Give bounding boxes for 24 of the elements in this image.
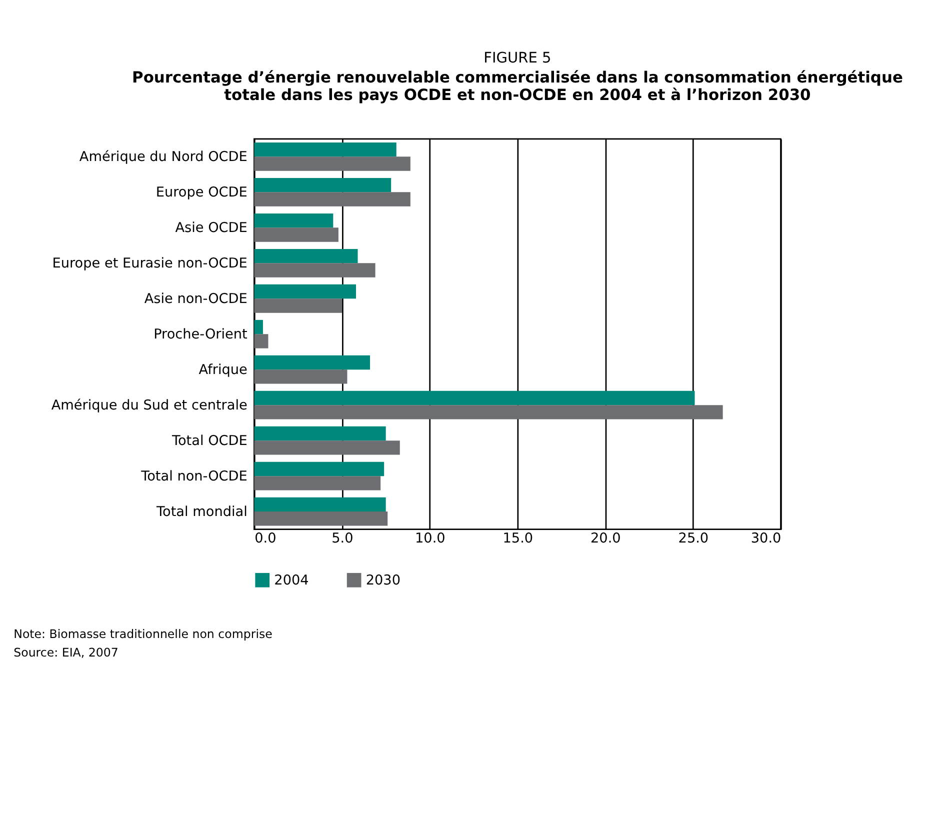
x-tick-label: 20.0 — [590, 530, 621, 546]
y-tick-label: Asie non-OCDE — [144, 291, 248, 308]
source-note: Source: EIA, 2007 — [14, 645, 118, 660]
y-tick-label: Total non-OCDE — [140, 468, 248, 485]
legend-label: 2030 — [366, 572, 400, 589]
x-tick-label: 10.0 — [415, 530, 446, 546]
y-tick-label: Proche-Orient — [154, 326, 248, 343]
y-tick-label: Amérique du Nord OCDE — [79, 149, 248, 166]
x-tick-label: 0.0 — [254, 530, 276, 546]
chart-subtitle: Pourcentage d’énergie renouvelable commercialisée dans la consommation énergétique totale dans les pays OCDE et non-OCDE en 2004 et à l’horizon 2030 — [132, 68, 903, 104]
x-tick-label: 25.0 — [678, 530, 709, 546]
y-tick-label: Europe et Eurasie non-OCDE — [52, 256, 248, 272]
y-tick-label: Asie OCDE — [175, 220, 248, 236]
y-tick-label: Amérique du Sud et centrale — [51, 398, 248, 414]
x-tick-label: 30.0 — [750, 530, 782, 546]
y-tick-label: Total mondial — [156, 504, 248, 520]
y-tick-label: Afrique — [198, 362, 248, 378]
x-tick-label: 15.0 — [502, 530, 534, 546]
chart-title: FIGURE 5 — [484, 50, 552, 67]
x-tick-label: 5.0 — [332, 530, 354, 546]
y-tick-label: Europe OCDE — [156, 184, 248, 201]
text: Note: Biomasse traditionnelle non comprise — [14, 627, 272, 642]
y-tick-label: Total OCDE — [170, 433, 248, 450]
legend-label: 2004 — [274, 572, 309, 589]
